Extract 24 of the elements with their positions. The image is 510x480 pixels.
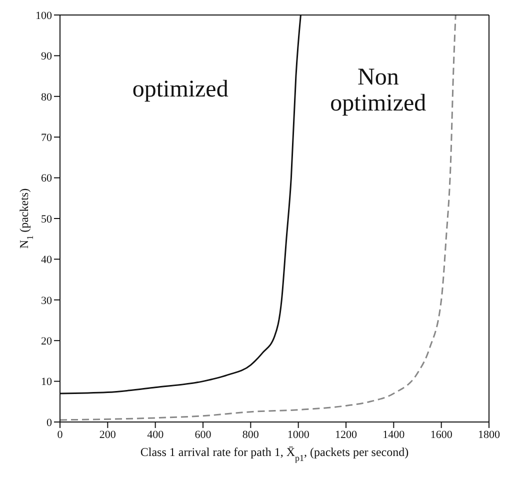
series-label: Non optimized [330, 64, 426, 116]
y-tick-label: 60 [41, 172, 52, 185]
x-tick-label: 800 [242, 428, 260, 441]
x-tick-label: 0 [57, 428, 64, 441]
y-tick-label: 50 [41, 213, 52, 226]
y-tick-label: 100 [36, 10, 52, 22]
x-tick-label: 400 [147, 428, 164, 441]
text: optimized [132, 76, 228, 102]
x-tick-label: 200 [99, 428, 116, 441]
y-tick-label: 10 [41, 376, 52, 388]
y-tick-label: 70 [41, 132, 52, 144]
x-tick-label: 600 [194, 428, 212, 441]
y-tick-label: 80 [41, 91, 52, 104]
x-tick-label: 1600 [430, 428, 453, 441]
y-tick-label: 20 [41, 336, 52, 348]
x-axis-title: Class 1 arrival rate for path 1, X̄$_{p1}$, (packets per second) [140, 445, 409, 463]
x-tick-label: 1000 [287, 428, 310, 441]
y-tick-label: 90 [41, 50, 52, 63]
x-tick-label: 1400 [382, 428, 406, 441]
y-tick-label: 30 [41, 294, 52, 307]
y-tick-label: 0 [46, 416, 52, 429]
y-tick-label: 40 [41, 254, 52, 266]
x-tick-label: 1200 [335, 428, 358, 441]
x-tick-label: 1800 [478, 428, 500, 441]
